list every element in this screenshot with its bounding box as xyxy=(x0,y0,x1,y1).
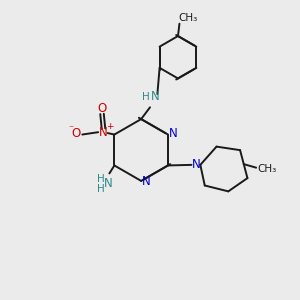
Text: H: H xyxy=(97,184,104,194)
Text: N: N xyxy=(104,177,113,190)
Text: O: O xyxy=(71,128,81,140)
Text: N: N xyxy=(151,91,159,103)
Text: CH₃: CH₃ xyxy=(257,164,276,173)
Text: H: H xyxy=(97,174,104,184)
Text: CH₃: CH₃ xyxy=(179,13,198,23)
Text: N: N xyxy=(142,175,151,188)
Text: ⁻: ⁻ xyxy=(68,124,73,134)
Text: H: H xyxy=(142,92,150,102)
Text: N: N xyxy=(192,158,201,171)
Text: +: + xyxy=(106,122,114,131)
Text: N: N xyxy=(169,128,178,140)
Text: N: N xyxy=(99,126,108,139)
Text: O: O xyxy=(97,102,106,115)
